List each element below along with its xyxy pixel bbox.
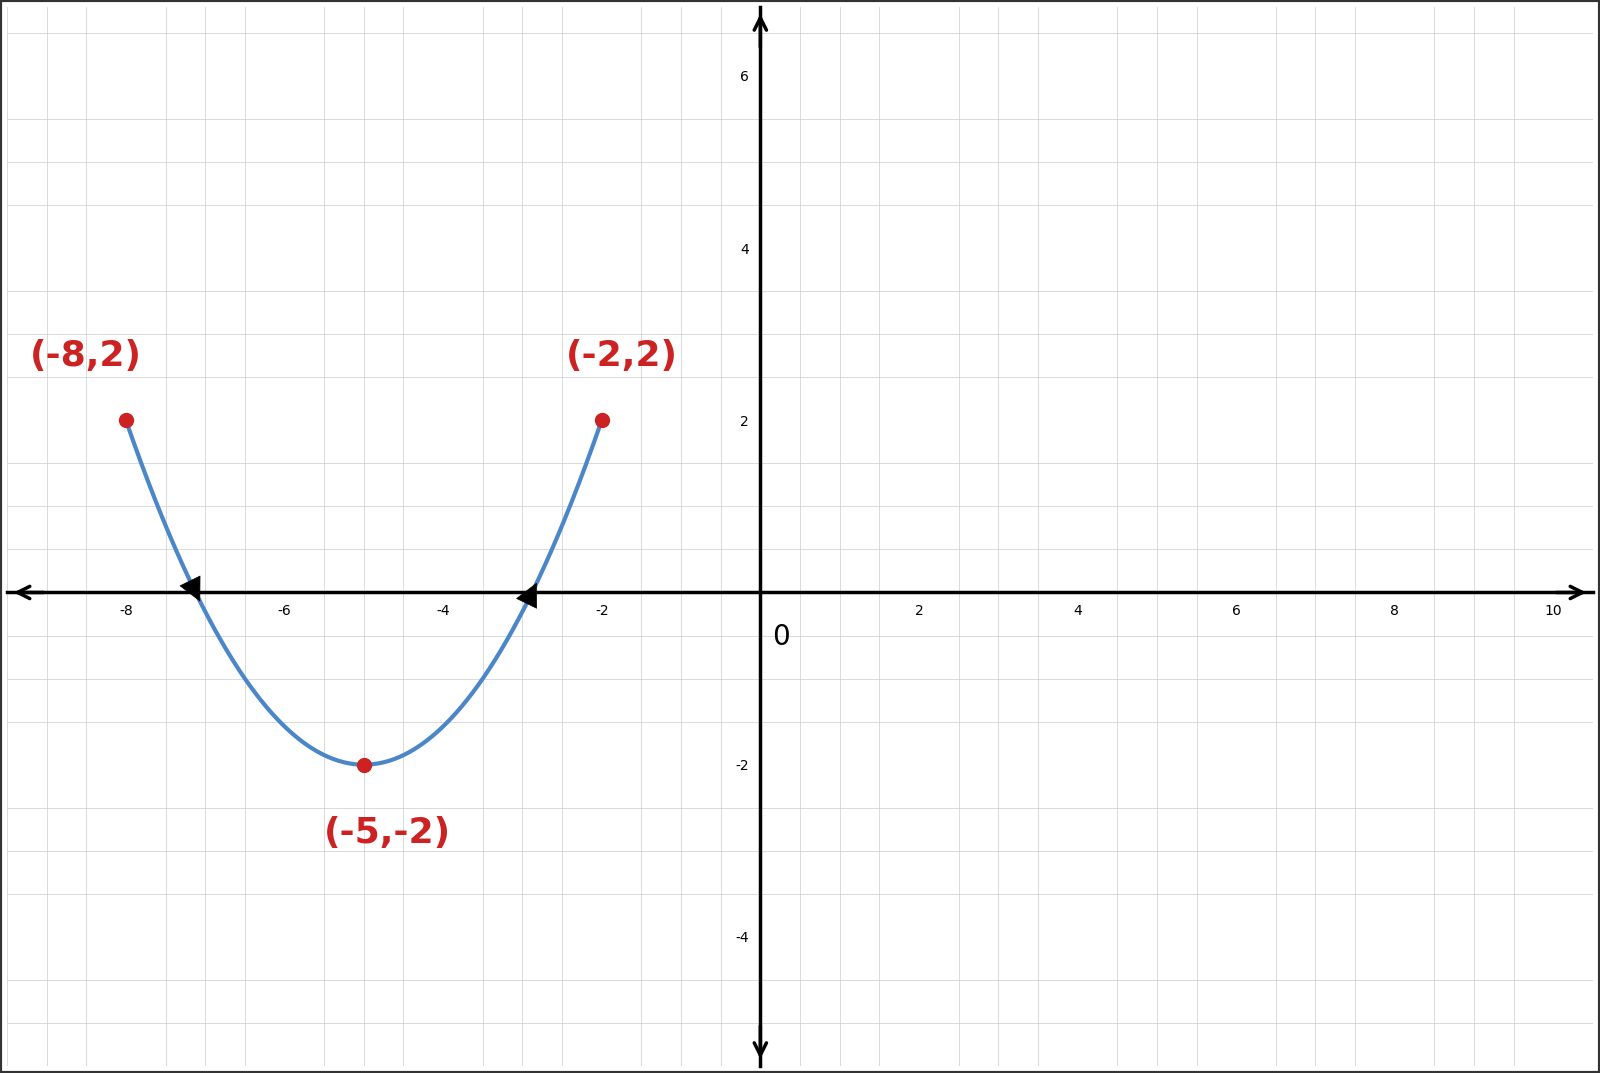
Text: 0: 0 <box>773 622 790 650</box>
Text: (-2,2): (-2,2) <box>565 339 677 373</box>
Text: (-8,2): (-8,2) <box>30 339 142 373</box>
Text: (-5,-2): (-5,-2) <box>325 817 451 850</box>
